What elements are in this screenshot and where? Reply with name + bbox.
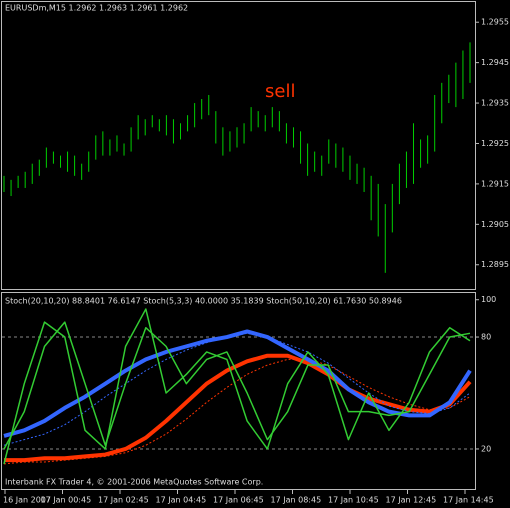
stoch-line [3,329,472,438]
footer: Interbank FX Trader 4, © 2001-2006 MetaQ… [5,478,263,487]
stoch-line [3,358,471,465]
y-tick-label: 1.2935 [481,99,509,108]
indicator-legend: Stoch(20,10,20) 88.8401 76.6147 Stoch(5,… [5,297,402,306]
chart-title: EURUSDm,M15 1.2962 1.2963 1.2961 1.2962 [5,4,188,13]
x-tick-label: 16 Jan 2007 [3,496,51,505]
indicator-panel [1,292,476,490]
y-tick-label: 20 [481,444,491,453]
y-tick-label: 80 [481,333,491,342]
x-tick-label: 17 Jan 04:45 [156,496,207,505]
stoch-line [4,353,472,463]
y-tick-label: 1.2905 [481,220,509,229]
x-tick-label: 17 Jan 02:45 [98,496,149,505]
y-tick-label: 1.2945 [481,58,509,67]
stoch-line [3,308,471,465]
y-tick-label: 1.2925 [481,139,509,148]
stoch-line [3,321,471,450]
y-tick-label: 1.2955 [481,18,509,27]
x-tick-label: 17 Jan 00:45 [41,496,92,505]
y-tick-label: 1.2895 [481,260,509,269]
y-tick-label: 100 [481,295,496,304]
x-tick-label: 17 Jan 06:45 [213,496,264,505]
price-panel [1,1,476,290]
x-tick-label: 17 Jan 12:45 [386,496,437,505]
x-tick-label: 17 Jan 14:45 [443,496,494,505]
annotation: sell [265,81,295,102]
y-tick-label: 1.2915 [481,179,509,188]
x-tick-label: 17 Jan 10:45 [328,496,379,505]
x-tick-label: 17 Jan 08:45 [271,496,322,505]
